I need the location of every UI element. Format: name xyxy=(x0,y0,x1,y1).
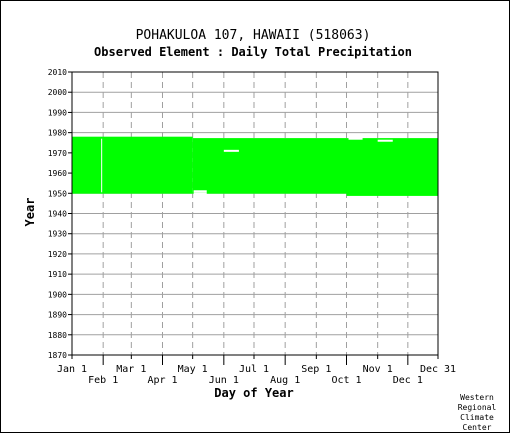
y-tick-label: 1900 xyxy=(48,290,67,299)
x-tick-label: Jun 1 xyxy=(209,375,239,386)
data-area xyxy=(72,136,438,196)
y-tick-label: 1990 xyxy=(48,108,67,117)
y-tick-label: 1960 xyxy=(48,169,67,178)
credit-line-2: Regional xyxy=(458,403,497,412)
data-coverage-block xyxy=(72,136,193,194)
credit-line-4: Center xyxy=(463,423,492,432)
x-tick-label: Oct 1 xyxy=(331,375,361,386)
y-tick-label: 2010 xyxy=(48,68,67,77)
missing-data-gap xyxy=(377,139,393,142)
missing-data-gap xyxy=(193,190,207,193)
y-tick-label: 1940 xyxy=(48,210,67,219)
wrcc-credit: Western Regional Climate Center xyxy=(458,393,497,432)
y-tick-label: 1920 xyxy=(48,250,67,259)
y-tick-label: 1880 xyxy=(48,331,67,340)
y-axis-label: Year xyxy=(23,198,37,227)
y-tick-label: 1980 xyxy=(48,129,67,138)
x-tick-label: Aug 1 xyxy=(270,375,300,386)
x-tick-label: Apr 1 xyxy=(147,375,177,386)
chart-title: POHAKULOA 107, HAWAII (518063) xyxy=(136,28,371,43)
y-tick-label: 1970 xyxy=(48,149,67,158)
x-tick-label: Dec 1 xyxy=(393,375,423,386)
missing-data-gap xyxy=(348,137,363,140)
missing-data-gap xyxy=(193,192,207,195)
data-coverage-block xyxy=(192,138,347,194)
x-tick-label: Sep 1 xyxy=(301,364,331,375)
x-tick-label: Dec 31 xyxy=(420,364,456,375)
credit-line-1: Western xyxy=(460,393,494,402)
missing-data-gap xyxy=(223,149,239,152)
grid xyxy=(72,71,438,356)
x-tick-label: Mar 1 xyxy=(116,364,146,375)
y-tick-label: 1870 xyxy=(48,351,67,360)
x-tick-label: Jul 1 xyxy=(239,364,269,375)
y-tick-label: 1950 xyxy=(48,189,67,198)
x-tick-label: May 1 xyxy=(178,364,208,375)
chart-subtitle: Observed Element : Daily Total Precipita… xyxy=(94,45,412,59)
y-tick-label: 2000 xyxy=(48,88,67,97)
x-axis-label: Day of Year xyxy=(214,386,293,400)
data-coverage-block xyxy=(346,138,438,196)
x-tick-label: Jan 1 xyxy=(57,364,87,375)
x-tick-label: Feb 1 xyxy=(88,375,118,386)
y-tick-label: 1930 xyxy=(48,230,67,239)
y-tick-label: 1890 xyxy=(48,311,67,320)
credit-line-3: Climate xyxy=(460,413,494,422)
y-tick-label: 1910 xyxy=(48,270,67,279)
x-tick-label: Nov 1 xyxy=(363,364,393,375)
axes: 1870 1880 1890 1900 1910 1920 1930 1940 1950 1960… xyxy=(48,68,456,386)
missing-data-gap xyxy=(101,138,103,193)
